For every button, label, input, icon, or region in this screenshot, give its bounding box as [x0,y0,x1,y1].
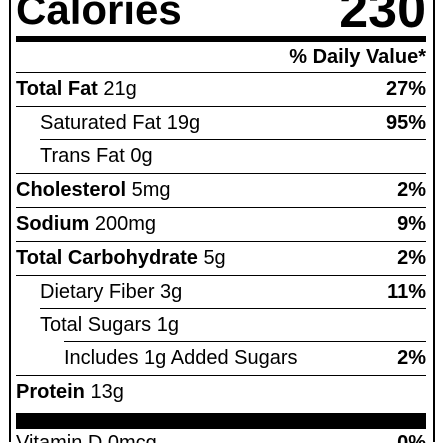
nutrient-percent: 9% [397,213,426,235]
nutrient-row-sodium: Sodium 200mg 9% [16,208,426,242]
calories-label: Calories [16,0,182,33]
calories-divider [16,36,426,42]
nutrient-name: Total Carbohydrate 5g [16,247,226,269]
nutrient-row-trans-fat: Trans Fat 0g [16,140,426,174]
protein-divider [16,413,426,429]
nutrient-percent: 95% [385,112,426,134]
nutrient-row-total-carbohydrate: Total Carbohydrate 5g 2% [16,242,426,276]
nutrient-row-cholesterol: Cholesterol 5mg 2% [16,174,426,208]
nutrient-name: Protein 13g [16,381,124,403]
nutrient-name: Saturated Fat 19g [40,112,201,134]
nutrient-row-vitamin-d: Vitamin D 0mcg 0% [16,429,426,443]
nutrient-name: Cholesterol 5mg [16,179,171,201]
nutrient-percent: 27% [385,78,426,100]
label-left-border [9,0,11,442]
nutrient-name: Total Sugars 1g [40,314,179,336]
nutrient-name: Dietary Fiber 3g [40,281,183,303]
daily-value-header: % Daily Value* [16,42,426,73]
nutrient-row-total-sugars: Total Sugars 1g [16,309,426,342]
nutrient-row-saturated-fat: Saturated Fat 19g 95% [16,107,426,140]
nutrient-row-dietary-fiber: Dietary Fiber 3g 11% [16,276,426,309]
label-right-border [433,0,435,442]
nutrient-percent: 2% [397,247,426,269]
nutrient-row-added-sugars: Includes 1g Added Sugars 2% [16,342,426,376]
calories-value: 230 [339,0,426,39]
nutrient-percent: 2% [397,179,426,201]
nutrient-name: Vitamin D 0mcg [16,432,157,443]
nutrition-facts-label: Calories 230 % Daily Value* Total Fat 21… [16,0,426,443]
nutrient-name: Includes 1g Added Sugars [64,347,298,369]
nutrient-percent: 2% [397,347,426,369]
nutrient-percent: 0% [397,432,426,443]
nutrient-row-protein: Protein 13g [16,376,426,409]
nutrient-name: Trans Fat 0g [40,145,153,167]
nutrient-name: Sodium 200mg [16,213,157,235]
nutrient-row-total-fat: Total Fat 21g 27% [16,73,426,107]
nutrient-percent: 11% [387,281,426,303]
nutrient-name: Total Fat 21g [16,78,137,100]
calories-row: Calories 230 [16,0,426,39]
